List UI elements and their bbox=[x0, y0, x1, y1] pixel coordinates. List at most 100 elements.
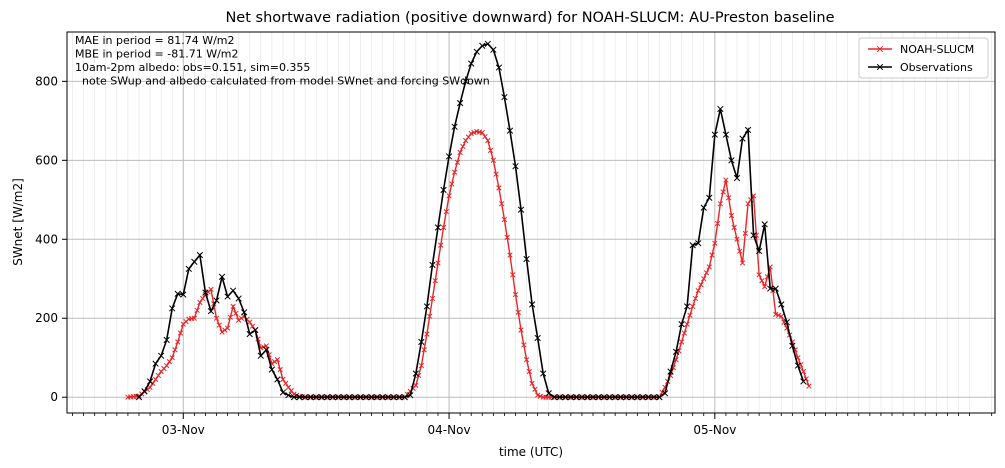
data-point bbox=[208, 286, 214, 293]
data-point bbox=[185, 265, 192, 273]
data-point bbox=[540, 370, 547, 377]
data-point bbox=[283, 380, 289, 387]
data-point bbox=[351, 394, 359, 401]
data-point bbox=[135, 394, 143, 401]
data-point bbox=[701, 276, 707, 282]
data-point bbox=[229, 287, 237, 294]
data-point bbox=[600, 394, 608, 401]
data-point bbox=[778, 313, 784, 319]
data-point bbox=[418, 362, 425, 369]
data-point bbox=[518, 327, 524, 333]
data-point bbox=[280, 376, 286, 383]
data-point bbox=[689, 242, 696, 249]
data-point bbox=[722, 131, 730, 138]
data-point bbox=[164, 362, 170, 369]
data-point bbox=[290, 394, 298, 401]
data-point bbox=[504, 234, 510, 240]
data-point bbox=[463, 137, 469, 144]
data-point bbox=[772, 285, 779, 292]
data-point bbox=[755, 247, 763, 255]
y-tick-label: 800 bbox=[35, 74, 58, 88]
data-point bbox=[235, 295, 242, 302]
data-point bbox=[362, 394, 370, 401]
minor-grid bbox=[72, 32, 992, 413]
data-point bbox=[678, 321, 685, 328]
data-point bbox=[457, 149, 463, 156]
data-point bbox=[465, 134, 472, 140]
data-point bbox=[750, 232, 757, 239]
data-point bbox=[789, 342, 796, 350]
data-point bbox=[634, 394, 641, 401]
data-point bbox=[174, 290, 181, 297]
data-point bbox=[712, 240, 718, 246]
data-point bbox=[440, 186, 447, 194]
data-point bbox=[700, 204, 707, 211]
data-point bbox=[595, 394, 602, 401]
data-point bbox=[460, 143, 466, 150]
data-point bbox=[246, 330, 253, 338]
data-point bbox=[496, 185, 502, 191]
data-point bbox=[523, 255, 530, 263]
data-point bbox=[213, 297, 220, 304]
series-observations bbox=[135, 40, 807, 401]
data-point bbox=[733, 174, 741, 182]
y-tick-label: 200 bbox=[35, 311, 58, 325]
legend: NOAH-SLUCM Observations bbox=[858, 37, 989, 79]
data-point bbox=[446, 193, 452, 199]
data-point bbox=[443, 208, 449, 215]
data-point bbox=[196, 251, 204, 259]
legend-label: NOAH-SLUCM bbox=[900, 43, 974, 56]
data-point bbox=[493, 171, 499, 177]
data-point bbox=[191, 258, 198, 265]
data-point bbox=[146, 378, 154, 385]
data-point bbox=[390, 394, 397, 401]
data-point bbox=[479, 130, 485, 136]
data-point bbox=[678, 339, 685, 345]
data-point bbox=[684, 321, 690, 327]
y-tick-label: 400 bbox=[35, 232, 58, 246]
data-point bbox=[532, 386, 538, 392]
data-point bbox=[737, 248, 743, 254]
data-point bbox=[526, 368, 532, 375]
data-point bbox=[510, 272, 516, 278]
data-point bbox=[778, 301, 785, 308]
data-point bbox=[731, 224, 737, 231]
data-point bbox=[222, 327, 228, 333]
data-point bbox=[501, 216, 508, 223]
chart-title: Net shortwave radiation (positive downwa… bbox=[225, 10, 834, 26]
data-point bbox=[706, 194, 713, 201]
data-point bbox=[523, 357, 530, 363]
data-point bbox=[180, 291, 187, 298]
data-point bbox=[200, 295, 206, 302]
data-point bbox=[507, 252, 513, 258]
data-point bbox=[434, 224, 442, 231]
data-point bbox=[340, 394, 348, 401]
data-point bbox=[435, 260, 441, 266]
data-point bbox=[468, 60, 475, 67]
data-point bbox=[191, 315, 198, 321]
data-point bbox=[512, 291, 519, 298]
data-point bbox=[235, 317, 242, 323]
y-tick-label: 600 bbox=[35, 153, 58, 167]
x-axis-label: time (UTC) bbox=[499, 445, 563, 459]
data-point bbox=[313, 394, 320, 401]
data-point bbox=[163, 336, 170, 344]
series-layer bbox=[125, 40, 812, 401]
data-point bbox=[499, 201, 505, 207]
data-point bbox=[562, 394, 569, 401]
data-point bbox=[440, 224, 447, 231]
data-point bbox=[427, 313, 433, 319]
data-point bbox=[723, 177, 729, 183]
data-point bbox=[252, 326, 259, 334]
data-point bbox=[413, 382, 419, 389]
data-point bbox=[373, 394, 381, 401]
data-point bbox=[462, 78, 469, 85]
data-point bbox=[534, 334, 541, 342]
legend-marker bbox=[876, 63, 884, 71]
data-point bbox=[456, 99, 464, 107]
data-point bbox=[628, 394, 635, 401]
data-point bbox=[623, 394, 630, 401]
data-point bbox=[726, 195, 732, 201]
legend-box bbox=[858, 37, 989, 79]
